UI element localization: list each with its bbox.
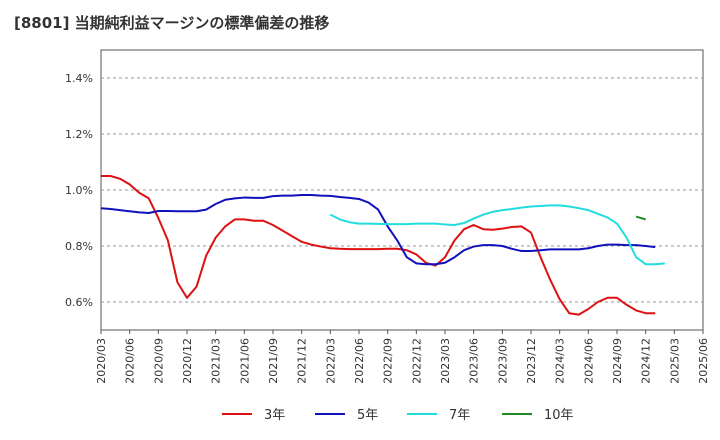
- x-tick-label: 2020/09: [152, 338, 165, 384]
- series-line-3年: [101, 175, 656, 316]
- x-tick-label: 2025/03: [668, 338, 681, 384]
- series-line-5年: [100, 194, 656, 266]
- legend-label: 5年: [357, 408, 378, 423]
- legend-label: 7年: [449, 408, 470, 423]
- x-tick-label: 2022/09: [382, 338, 395, 384]
- y-tick-label: 0.6%: [65, 296, 93, 309]
- legend-label: 10年: [544, 408, 574, 423]
- x-tick-label: 2021/06: [238, 338, 251, 384]
- x-tick-label: 2024/03: [554, 338, 567, 384]
- x-tick-label: 2024/09: [611, 338, 624, 384]
- x-tick-label: 2020/12: [181, 338, 194, 384]
- x-tick-label: 2024/06: [582, 338, 595, 384]
- series-lines: [100, 175, 665, 316]
- x-tick-label: 2023/06: [468, 338, 481, 384]
- chart-title: [8801] 当期純利益マージンの標準偏差の推移: [14, 14, 330, 32]
- y-tick-label: 1.4%: [65, 72, 93, 85]
- x-tick-label: 2020/03: [95, 338, 108, 384]
- x-tick-label: 2023/12: [525, 338, 538, 384]
- x-tick-label: 2023/09: [496, 338, 509, 384]
- grid: [101, 77, 703, 303]
- y-tick-label: 0.8%: [65, 240, 93, 253]
- series-line-7年: [329, 204, 665, 266]
- x-tick-label: 2022/06: [353, 338, 366, 384]
- x-tick-label: 2022/12: [410, 338, 423, 384]
- x-axis: 2020/03 2020/06 2020/09 2020/12 2021/03 2021/…: [95, 330, 710, 384]
- x-tick-label: 2020/06: [124, 338, 137, 384]
- legend: 3年 5年 7年 10年: [222, 408, 574, 423]
- x-tick-label: 2021/03: [210, 338, 223, 384]
- x-tick-label: 2022/03: [324, 338, 337, 384]
- y-axis: 0.6% 0.8% 1.0% 1.2% 1.4%: [65, 72, 93, 309]
- y-tick-label: 1.0%: [65, 184, 93, 197]
- legend-label: 3年: [264, 408, 285, 423]
- x-tick-label: 2023/03: [439, 338, 452, 384]
- series-line-10年: [635, 215, 646, 221]
- x-tick-label: 2021/09: [267, 338, 280, 384]
- x-tick-label: 2025/06: [697, 338, 710, 384]
- x-tick-label: 2024/12: [640, 338, 653, 384]
- x-tick-label: 2021/12: [296, 338, 309, 384]
- y-tick-label: 1.2%: [65, 128, 93, 141]
